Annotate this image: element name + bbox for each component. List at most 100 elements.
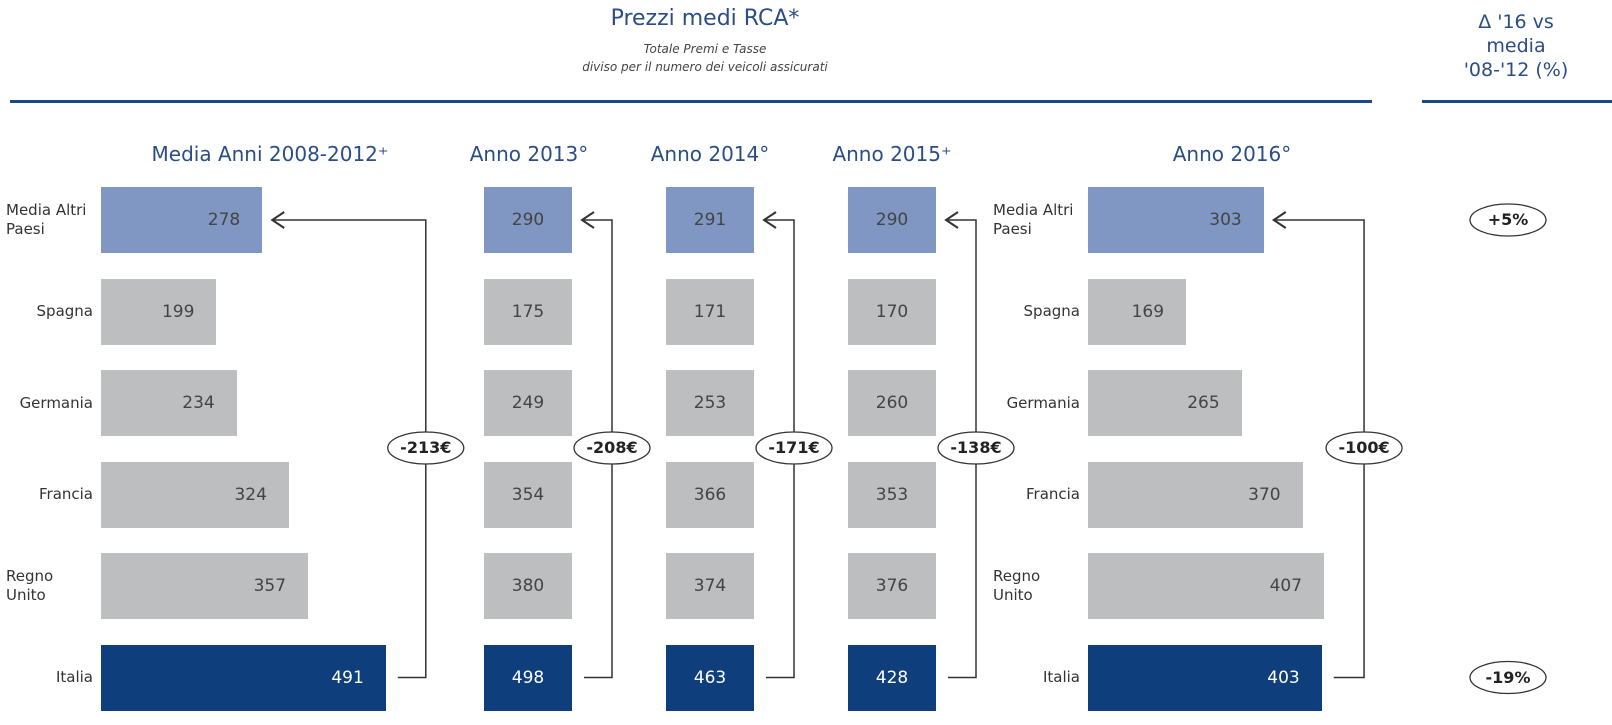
value-label: 491: [331, 667, 364, 688]
bar: [484, 461, 572, 528]
delta-title-line: Δ '16 vs: [1478, 11, 1554, 33]
bar: [1088, 278, 1187, 345]
delta-label: +5%: [1487, 210, 1529, 229]
arrow-head: [1271, 211, 1287, 229]
bar: [484, 370, 572, 436]
value-label: 376: [875, 576, 909, 596]
value-label: 463: [693, 667, 727, 688]
title: Prezzi medi RCA*: [610, 6, 800, 31]
annotation-oval: [755, 431, 833, 465]
delta-title-line: media: [1486, 35, 1546, 57]
value-label: 278: [207, 210, 241, 230]
bar: [666, 278, 754, 345]
panel-title: Anno 2016°: [1172, 142, 1292, 166]
delta-label: -19%: [1485, 667, 1531, 687]
bar: [484, 553, 572, 619]
value-label: 234: [182, 393, 215, 413]
delta-oval: [1469, 203, 1547, 237]
annotation-oval: [1325, 431, 1403, 465]
panel-title: Anno 2015⁺: [832, 142, 952, 166]
value-label: 353: [875, 484, 909, 505]
bar: [666, 370, 754, 436]
subtitle: diviso per il numero dei veicoli assicur…: [582, 60, 828, 74]
value-label: 407: [1269, 576, 1303, 596]
header-rule: [10, 100, 1372, 103]
panel-title: Anno 2013°: [469, 142, 589, 166]
value-label: 169: [1131, 301, 1165, 322]
bar: [1088, 644, 1322, 711]
value-label: 249: [511, 393, 545, 413]
arrow-head: [944, 211, 959, 229]
bar: [484, 278, 572, 345]
value-label: 265: [1187, 393, 1220, 413]
bar: [1088, 187, 1264, 253]
bar: [101, 644, 386, 711]
bar: [101, 370, 237, 436]
bar: [484, 644, 572, 711]
annotation-oval: [937, 431, 1015, 465]
value-label: 199: [161, 301, 195, 322]
bar: [101, 187, 263, 253]
subtitle: Totale Premi e Tasse: [643, 42, 767, 56]
bar: [666, 461, 754, 528]
category-label: Media Altri Paesi: [993, 201, 1074, 238]
bar: [1088, 461, 1303, 528]
value-label: 291: [693, 210, 727, 230]
bar: [666, 553, 754, 619]
value-label: 324: [234, 484, 267, 505]
arrow-head: [762, 211, 777, 229]
annotation: -171€: [768, 438, 820, 457]
annotation-oval: [387, 431, 465, 465]
value-label: 303: [1209, 210, 1242, 230]
value-label: 171: [693, 301, 727, 322]
category-label: Germania: [19, 393, 93, 412]
value-label: 498: [511, 667, 545, 688]
bar: [848, 553, 936, 619]
value-label: 357: [253, 576, 287, 596]
value-label: 170: [875, 301, 909, 322]
category-label: Francia: [38, 485, 93, 503]
bar: [1088, 370, 1242, 436]
category-label: Regno Unito: [993, 567, 1041, 604]
category-label: Italia: [1042, 668, 1080, 686]
annotation-oval: [573, 431, 651, 465]
bar: [666, 644, 754, 711]
category-label: Spagna: [1023, 302, 1080, 320]
bar: [848, 370, 936, 436]
bar: [1088, 553, 1325, 619]
value-label: 290: [511, 210, 545, 230]
bar: [848, 461, 936, 528]
value-label: 403: [1267, 667, 1300, 688]
annotation: -208€: [586, 438, 638, 457]
value-label: 428: [875, 667, 909, 688]
bar: [666, 187, 754, 253]
category-label: Media Altri Paesi: [6, 201, 87, 238]
value-label: 366: [693, 484, 727, 505]
value-label: 175: [511, 301, 545, 322]
bar: [101, 461, 289, 528]
delta-oval: [1469, 660, 1547, 695]
value-label: 253: [693, 393, 727, 413]
arrow-head: [580, 211, 595, 229]
value-label: 290: [875, 210, 909, 230]
panel-title: Anno 2014°: [650, 142, 770, 166]
value-label: 260: [875, 393, 909, 413]
bar: [484, 187, 572, 253]
annotation: -213€: [400, 438, 452, 457]
bar: [101, 553, 309, 619]
arrow-head: [270, 211, 285, 229]
value-label: 370: [1248, 484, 1281, 505]
bar: [848, 278, 936, 345]
annotation: -100€: [1338, 438, 1390, 457]
bar: [848, 187, 936, 253]
category-label: Francia: [1025, 485, 1080, 503]
value-label: 374: [693, 576, 727, 596]
category-label: Regno Unito: [6, 567, 54, 604]
delta-title-line: '08-'12 (%): [1463, 59, 1569, 81]
category-label: Italia: [55, 668, 93, 686]
value-label: 380: [511, 576, 545, 596]
bar: [848, 644, 936, 711]
value-label: 354: [511, 484, 545, 505]
